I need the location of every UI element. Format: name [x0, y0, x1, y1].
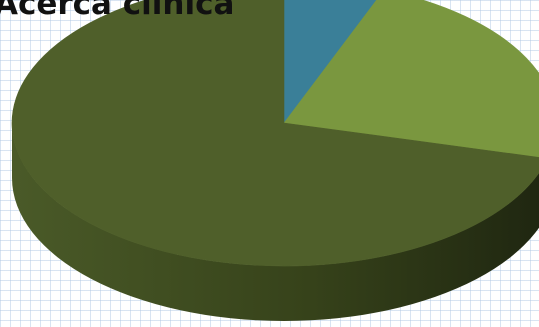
pie-slice-3 [11, 0, 539, 267]
chart-title: Acerca clínica [0, 0, 235, 22]
pie-slice-1 [283, 0, 378, 124]
pie-slice-2 [283, 0, 539, 158]
pie-side-wall [12, 123, 539, 321]
